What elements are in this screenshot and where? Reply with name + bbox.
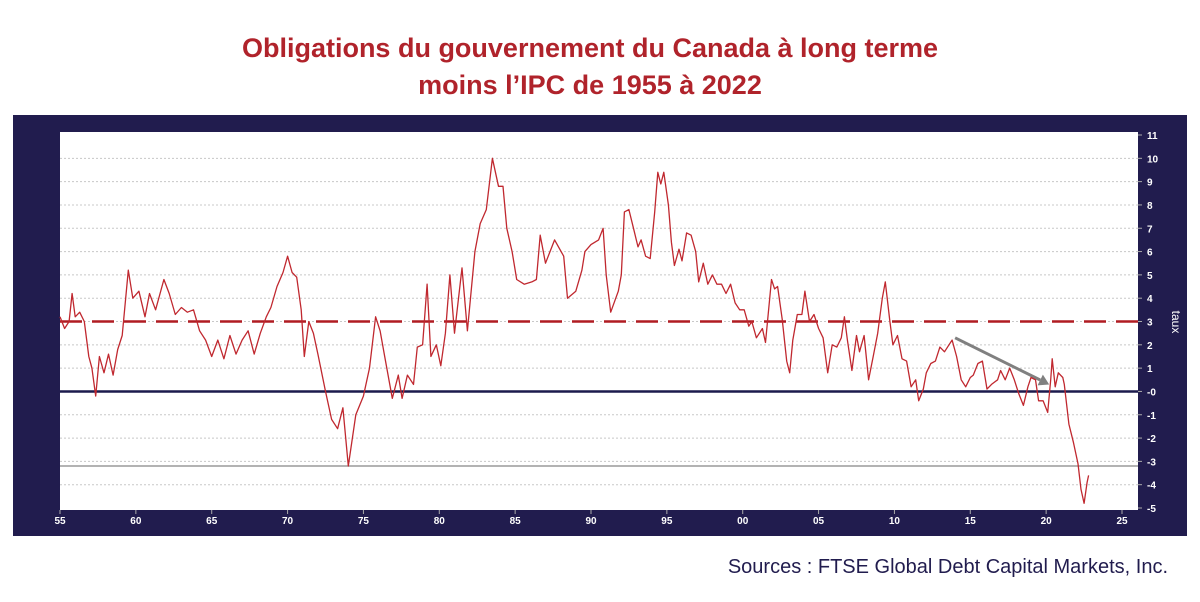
x-tick-label: 10: [889, 516, 901, 527]
y-tick-label: 1: [1147, 364, 1153, 375]
x-tick-label: 85: [510, 516, 522, 527]
series-line: [59, 157, 1090, 504]
y-tick-label: -5: [1147, 504, 1156, 515]
chart-title-line-1: Obligations du gouvernement du Canada à …: [241, 33, 939, 63]
source-note: Sources : FTSE Global Debt Capital Marke…: [727, 556, 1168, 578]
x-tick-label: 95: [661, 516, 673, 527]
y-tick-label: 10: [1147, 154, 1159, 165]
x-tick-label: 00: [737, 516, 749, 527]
x-tick-label: 70: [282, 516, 294, 527]
y-tick-label: 6: [1147, 248, 1153, 259]
x-tick-label: 25: [1116, 516, 1128, 527]
chart-title-line-2: moins l’IPC de 1955 à 2022: [418, 70, 762, 100]
x-tick-label: 75: [358, 516, 370, 527]
x-tick-label: 65: [206, 516, 218, 527]
y-tick-label: 3: [1147, 318, 1153, 329]
trend-arrow-head-icon: [1037, 374, 1050, 386]
trend-arrow-line: [954, 336, 1041, 382]
y-tick-label: -0: [1147, 387, 1156, 398]
y-tick-label: -4: [1147, 481, 1156, 492]
y-tick-label: 11: [1147, 131, 1158, 142]
y-tick-label: 2: [1147, 341, 1153, 352]
y-tick-label: -1: [1147, 411, 1156, 422]
y-axis-label: taux: [1169, 311, 1183, 334]
y-tick-label: -2: [1147, 434, 1156, 445]
y-tick-label: 9: [1147, 178, 1153, 189]
x-tick-label: 90: [585, 516, 597, 527]
x-tick-label: 20: [1041, 516, 1053, 527]
x-tick-label: 55: [54, 516, 66, 527]
y-tick-label: 4: [1147, 294, 1153, 305]
x-tick-label: 60: [130, 516, 142, 527]
y-tick-label: 5: [1147, 271, 1153, 282]
x-tick-label: 15: [965, 516, 977, 527]
x-tick-label: 05: [813, 516, 825, 527]
x-tick-label: 80: [434, 516, 446, 527]
chart-title: Obligations du gouvernement du Canada à …: [0, 30, 1180, 104]
y-tick-label: -3: [1147, 457, 1156, 468]
y-tick-label: 7: [1147, 224, 1153, 235]
y-tick-label: 8: [1147, 201, 1153, 212]
